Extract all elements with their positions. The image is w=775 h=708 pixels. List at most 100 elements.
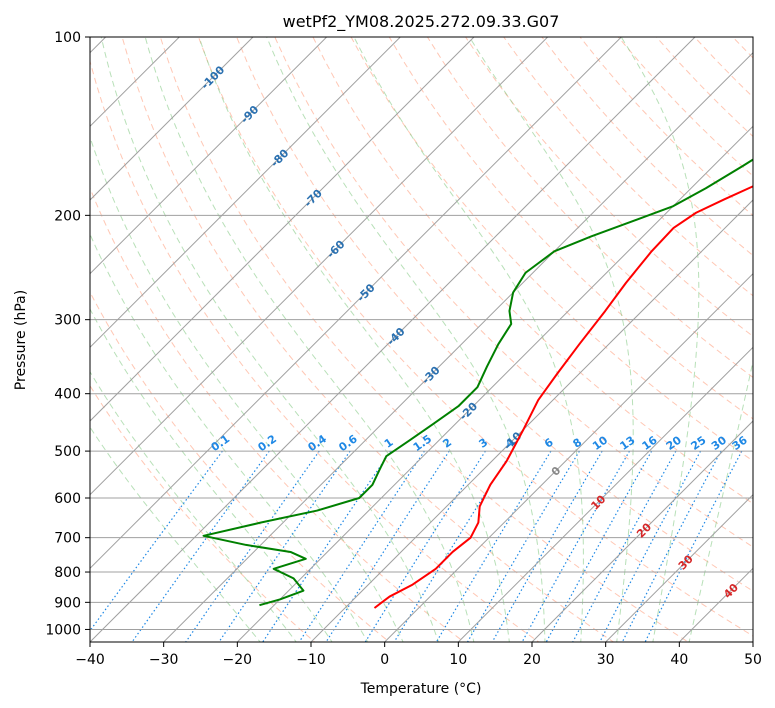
mixing-ratio-line: [298, 450, 425, 642]
y-tick-label: 400: [54, 387, 81, 403]
moist-adiabat-line: [90, 370, 297, 642]
isotherm-label: 30: [676, 552, 696, 572]
mixing-ratio-label: 13: [617, 434, 637, 453]
x-tick-label: 20: [523, 652, 541, 668]
mixing-ratio-line: [218, 450, 351, 642]
moist-adiabat-line: [469, 37, 634, 642]
isotherm-line: [0, 10, 59, 645]
x-tick-label: 40: [670, 652, 688, 668]
mixing-ratio-label: 16: [640, 433, 660, 453]
isotherm-line: [90, 37, 623, 570]
dry-adiabat-line: [617, 37, 753, 177]
mixing-ratio-line: [599, 450, 702, 642]
dry-adiabat-line: [745, 10, 775, 645]
x-axis-label: Temperature (°C): [360, 681, 482, 697]
x-tick-label: 50: [744, 652, 762, 668]
mixing-ratio-line: [131, 450, 270, 642]
mixing-ratio-line: [90, 450, 223, 632]
y-tick-label: 300: [54, 313, 81, 329]
isotherm-label: -90: [238, 103, 261, 126]
moist-adiabat-line: [90, 233, 369, 642]
isotherm-line: [236, 125, 753, 642]
dry-adiabat-line: [388, 37, 753, 420]
x-tick-label: −20: [223, 652, 253, 668]
dry-adiabat-line: [464, 37, 753, 337]
moist-adiabat-line: [198, 37, 510, 642]
mixing-ratio-label: 2: [440, 436, 454, 451]
mixing-ratio-label: 36: [730, 433, 750, 453]
isotherm-line: [678, 567, 753, 642]
isotherm-line: [90, 37, 475, 422]
isotherm-line: [752, 641, 753, 642]
moist-adiabat-line: [688, 358, 753, 642]
isotherm-line: [383, 272, 753, 642]
x-tick-label: 0: [380, 652, 389, 668]
isotherm-label: -50: [354, 281, 377, 304]
dry-adiabat-line: [121, 37, 615, 642]
x-tick-label: 30: [597, 652, 615, 668]
y-axis-label: Pressure (hPa): [13, 290, 29, 390]
dry-adiabat-line: [541, 37, 753, 257]
isotherm-label: 10: [588, 492, 608, 512]
dry-adiabat-line: [90, 291, 391, 642]
moist-adiabat-line: [90, 426, 261, 642]
isotherm-line: [90, 37, 181, 128]
dry-adiabat-line: [426, 37, 753, 378]
dry-adiabat-line: [159, 37, 690, 642]
dry-adiabat-line: [312, 37, 753, 505]
dry-adiabat-line: [693, 37, 753, 98]
x-tick-label: −10: [296, 652, 326, 668]
mixing-ratio-label: 20: [664, 433, 684, 453]
dry-adiabat-line: [503, 37, 753, 297]
dry-adiabat-line: [274, 37, 753, 548]
mixing-ratio-line: [364, 450, 486, 642]
temperature-profile-line: [373, 185, 753, 609]
y-tick-label: 100: [54, 30, 81, 46]
isotherm-label: 40: [721, 581, 741, 601]
y-tick-label: 600: [54, 491, 81, 507]
mixing-ratio-label: 10: [590, 433, 610, 453]
mixing-ratio-line: [521, 450, 631, 642]
isotherm-label: 0: [549, 464, 564, 479]
y-tick-label: 800: [54, 565, 81, 581]
y-tick-label: 500: [54, 444, 81, 460]
mixing-ratio-line: [621, 450, 722, 642]
y-tick-label: 900: [54, 595, 81, 611]
y-axis: 100 200 300 400 500 600 700 800 900 1000: [45, 30, 90, 638]
isotherm-line: [531, 420, 753, 642]
y-tick-label: 1000: [45, 622, 81, 638]
sounding-series: [202, 158, 753, 609]
isotherm-line: [457, 346, 753, 642]
mixing-ratio-line: [466, 450, 580, 642]
isotherm-line: [310, 199, 753, 642]
mixing-ratio-line: [572, 450, 677, 642]
x-tick-label: 10: [449, 652, 467, 668]
dry-adiabat-line: [655, 37, 753, 138]
isotherm-line: [604, 493, 753, 642]
isotherm-label: -30: [419, 364, 442, 387]
mixing-ratio-line: [644, 450, 743, 642]
isotherm-line: [90, 37, 254, 201]
plot-area: 0.1 0.2 0.4 0.6 1 1.5 2 3 4 6 8 10 13 16 20 25 30 36-100-…: [0, 10, 775, 645]
isotherm-line: [162, 51, 753, 642]
mixing-ratio-label: 30: [709, 433, 729, 453]
isotherm-line: [90, 37, 328, 275]
mixing-ratio-line: [325, 450, 450, 642]
x-tick-label: −30: [149, 652, 179, 668]
isotherms: [0, 10, 753, 645]
isotherm-label: -80: [268, 146, 291, 169]
x-tick-label: −40: [75, 652, 105, 668]
y-tick-label: 200: [54, 208, 81, 224]
mixing-ratio-label: 8: [571, 436, 585, 451]
mixing-ratio-label: 25: [689, 433, 709, 452]
isobars: [90, 37, 753, 630]
chart-title: wetPf2_YM08.2025.272.09.33.G07: [283, 12, 560, 32]
dry-adiabats: [90, 10, 775, 645]
x-axis: −40 −30 −20 −10 0 10 20 30 40 50: [75, 642, 762, 668]
plot-frame: [89, 36, 754, 643]
isotherm-line: [90, 37, 696, 642]
moist-adiabat-line: [90, 308, 333, 642]
moist-adiabat-line: [90, 135, 404, 642]
mixing-ratio-label: 1: [382, 436, 396, 451]
